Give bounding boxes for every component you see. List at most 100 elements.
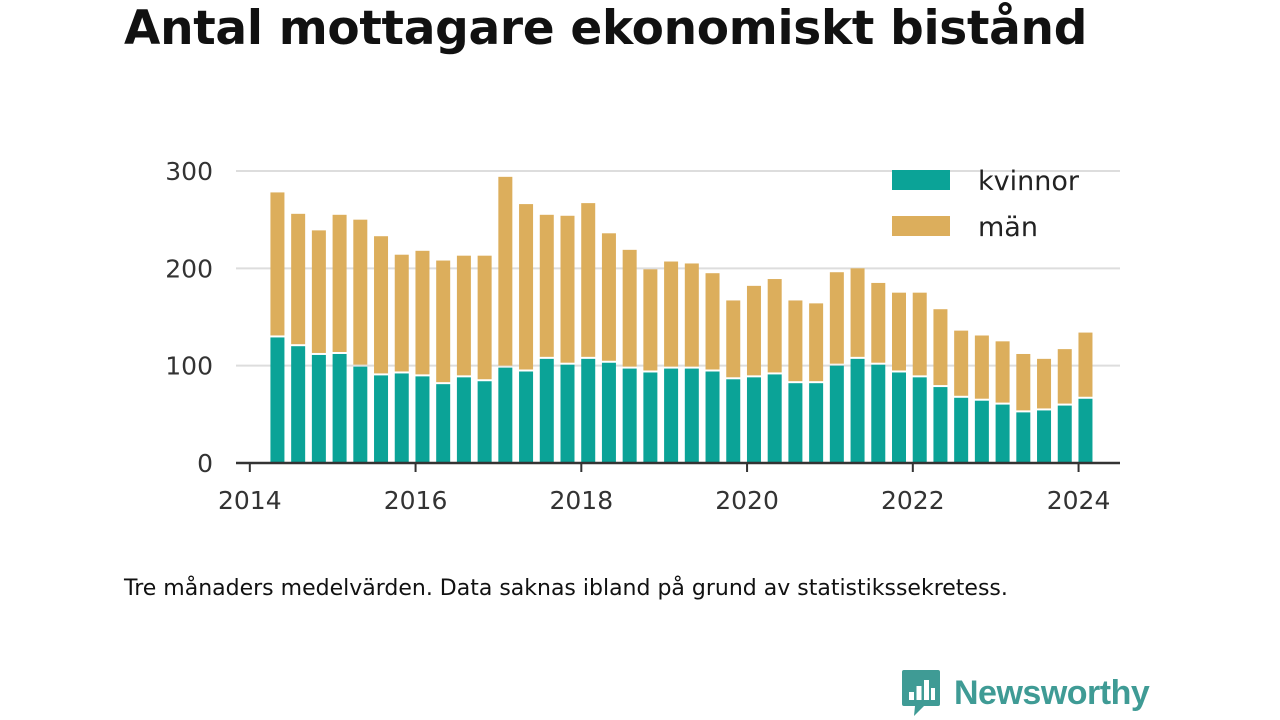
bar-man (788, 300, 803, 382)
bar-kvinnor (270, 337, 285, 463)
bar-man (995, 341, 1010, 403)
bar-kvinnor (601, 362, 616, 463)
bar-man (664, 261, 679, 367)
x-tick-label: 2018 (550, 486, 614, 515)
bar-man (1037, 358, 1052, 409)
legend-swatch (892, 216, 950, 236)
bar-kvinnor (892, 372, 906, 463)
bar-kvinnor (394, 373, 409, 463)
x-tick-label: 2022 (881, 486, 945, 515)
bar-kvinnor (539, 358, 554, 463)
bar-man (394, 254, 409, 372)
bar-man (436, 260, 451, 383)
x-tick-label: 2014 (218, 486, 282, 515)
bar-chart-speech-bubble-icon (902, 670, 940, 716)
bar-man (684, 263, 699, 367)
y-tick-label: 0 (197, 449, 213, 478)
bar-kvinnor (581, 358, 596, 463)
bar-kvinnor (374, 375, 389, 463)
bar-man (311, 230, 326, 353)
bar-man (892, 292, 906, 371)
bar-man (622, 249, 637, 367)
legend-swatch (892, 170, 950, 190)
bar-kvinnor (1057, 405, 1072, 463)
bar-kvinnor (1037, 410, 1052, 463)
bar-kvinnor (456, 377, 471, 463)
bar-kvinnor (415, 376, 430, 463)
bar-kvinnor (519, 371, 534, 463)
bar-man (1057, 349, 1072, 404)
bar-man (456, 255, 471, 376)
bar-man (829, 272, 844, 364)
bar-man (291, 213, 306, 345)
bar-kvinnor (664, 368, 679, 463)
bar-man (353, 219, 368, 365)
bar-man (1016, 353, 1031, 411)
bar-kvinnor (788, 383, 803, 463)
bar-kvinnor (954, 397, 969, 463)
bar-kvinnor (643, 372, 658, 463)
bar-man (809, 303, 824, 382)
brand-logo: Newsworthy (900, 668, 1150, 718)
bar-man (374, 236, 389, 374)
bar-man (643, 269, 658, 371)
bar-man (726, 300, 741, 378)
bar-kvinnor (498, 367, 513, 463)
bar-kvinnor (829, 365, 844, 463)
y-tick-label: 200 (165, 254, 213, 283)
bar-kvinnor (1016, 412, 1031, 463)
bar-man (539, 214, 554, 357)
bar-kvinnor (705, 371, 720, 463)
bar-man (850, 268, 865, 357)
bar-man (954, 330, 969, 396)
bar-man (933, 309, 948, 386)
bar-kvinnor (560, 364, 575, 463)
bar-kvinnor (912, 377, 927, 463)
bar-kvinnor (809, 383, 824, 463)
bar-man (560, 215, 575, 363)
bar-man (415, 250, 430, 375)
bar-kvinnor (850, 358, 865, 463)
bar-man (974, 335, 989, 399)
bar-chart: 0 100 200 300 2014 2016 2018 2020 2022 2024 kvinno… (165, 157, 1120, 515)
x-tick-label: 2020 (715, 486, 779, 515)
bar-kvinnor (684, 368, 699, 463)
bar-kvinnor (726, 379, 741, 463)
bar-kvinnor (746, 377, 761, 463)
bar-kvinnor (311, 354, 326, 463)
bar-kvinnor (477, 381, 492, 463)
x-tick-label: 2016 (384, 486, 448, 515)
bar-kvinnor (974, 400, 989, 463)
bar-kvinnor (332, 353, 347, 463)
bar-man (601, 233, 616, 361)
bar-kvinnor (622, 368, 637, 463)
bar-man (767, 279, 782, 373)
bar-man (1078, 332, 1093, 397)
bar-man (498, 176, 513, 366)
bar-kvinnor (767, 374, 782, 463)
bar-man (705, 273, 720, 370)
bar-kvinnor (871, 364, 886, 463)
bar-man (270, 192, 285, 336)
bar-kvinnor (995, 404, 1010, 463)
brand-name: Newsworthy (954, 673, 1150, 712)
bar-man (746, 285, 761, 376)
bar-man (871, 282, 886, 363)
bar-man (581, 203, 596, 357)
y-tick-label: 100 (165, 352, 213, 381)
bar-kvinnor (1078, 398, 1093, 463)
y-tick-label: 300 (165, 157, 213, 186)
legend-label: kvinnor (978, 166, 1080, 197)
legend-label: män (978, 212, 1038, 243)
bar-man (332, 214, 347, 352)
bar-man (912, 292, 927, 376)
bar-kvinnor (353, 366, 368, 463)
x-tick-label: 2024 (1047, 486, 1111, 515)
bar-kvinnor (291, 346, 306, 463)
bar-kvinnor (436, 384, 451, 463)
chart-title: Antal mottagare ekonomiskt bistånd (124, 1, 1088, 56)
footnote: Tre månaders medelvärden. Data saknas ib… (124, 576, 1008, 601)
bar-man (477, 255, 492, 380)
bar-kvinnor (933, 387, 948, 463)
bar-man (519, 204, 534, 370)
